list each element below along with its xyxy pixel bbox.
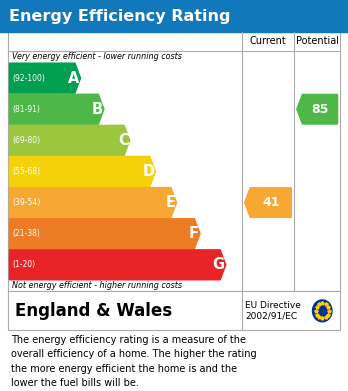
Polygon shape bbox=[245, 188, 291, 217]
Text: (92-100): (92-100) bbox=[12, 74, 45, 83]
Polygon shape bbox=[9, 63, 80, 93]
Text: C: C bbox=[118, 133, 129, 148]
Bar bbox=[0, 0, 348, 32]
Text: (39-54): (39-54) bbox=[12, 198, 40, 207]
Bar bbox=[8, 291, 340, 330]
Text: E: E bbox=[166, 195, 175, 210]
Text: (55-68): (55-68) bbox=[12, 167, 40, 176]
Text: EU Directive
2002/91/EC: EU Directive 2002/91/EC bbox=[245, 301, 301, 321]
Text: Energy Efficiency Rating: Energy Efficiency Rating bbox=[9, 9, 230, 23]
Text: A: A bbox=[68, 71, 79, 86]
Polygon shape bbox=[9, 156, 156, 187]
Text: Very energy efficient - lower running costs: Very energy efficient - lower running co… bbox=[12, 52, 182, 61]
Text: (81-91): (81-91) bbox=[12, 105, 40, 114]
Text: Current: Current bbox=[250, 36, 286, 47]
Circle shape bbox=[313, 300, 332, 322]
Polygon shape bbox=[9, 188, 176, 217]
Text: (69-80): (69-80) bbox=[12, 136, 40, 145]
Polygon shape bbox=[9, 126, 130, 155]
Polygon shape bbox=[297, 95, 338, 124]
Text: (1-20): (1-20) bbox=[12, 260, 35, 269]
Text: B: B bbox=[92, 102, 103, 117]
Text: 85: 85 bbox=[311, 103, 329, 116]
Polygon shape bbox=[9, 94, 104, 124]
Polygon shape bbox=[9, 219, 200, 249]
Text: F: F bbox=[189, 226, 199, 241]
Text: 41: 41 bbox=[262, 196, 279, 209]
Text: England & Wales: England & Wales bbox=[15, 302, 172, 320]
Bar bbox=[8, 32, 340, 291]
Text: D: D bbox=[142, 164, 155, 179]
Text: G: G bbox=[213, 257, 225, 272]
Text: Potential: Potential bbox=[296, 36, 339, 47]
Text: (21-38): (21-38) bbox=[12, 229, 40, 238]
Text: The energy efficiency rating is a measure of the
overall efficiency of a home. T: The energy efficiency rating is a measur… bbox=[11, 335, 257, 388]
Text: Not energy efficient - higher running costs: Not energy efficient - higher running co… bbox=[12, 281, 182, 290]
Polygon shape bbox=[9, 250, 226, 280]
